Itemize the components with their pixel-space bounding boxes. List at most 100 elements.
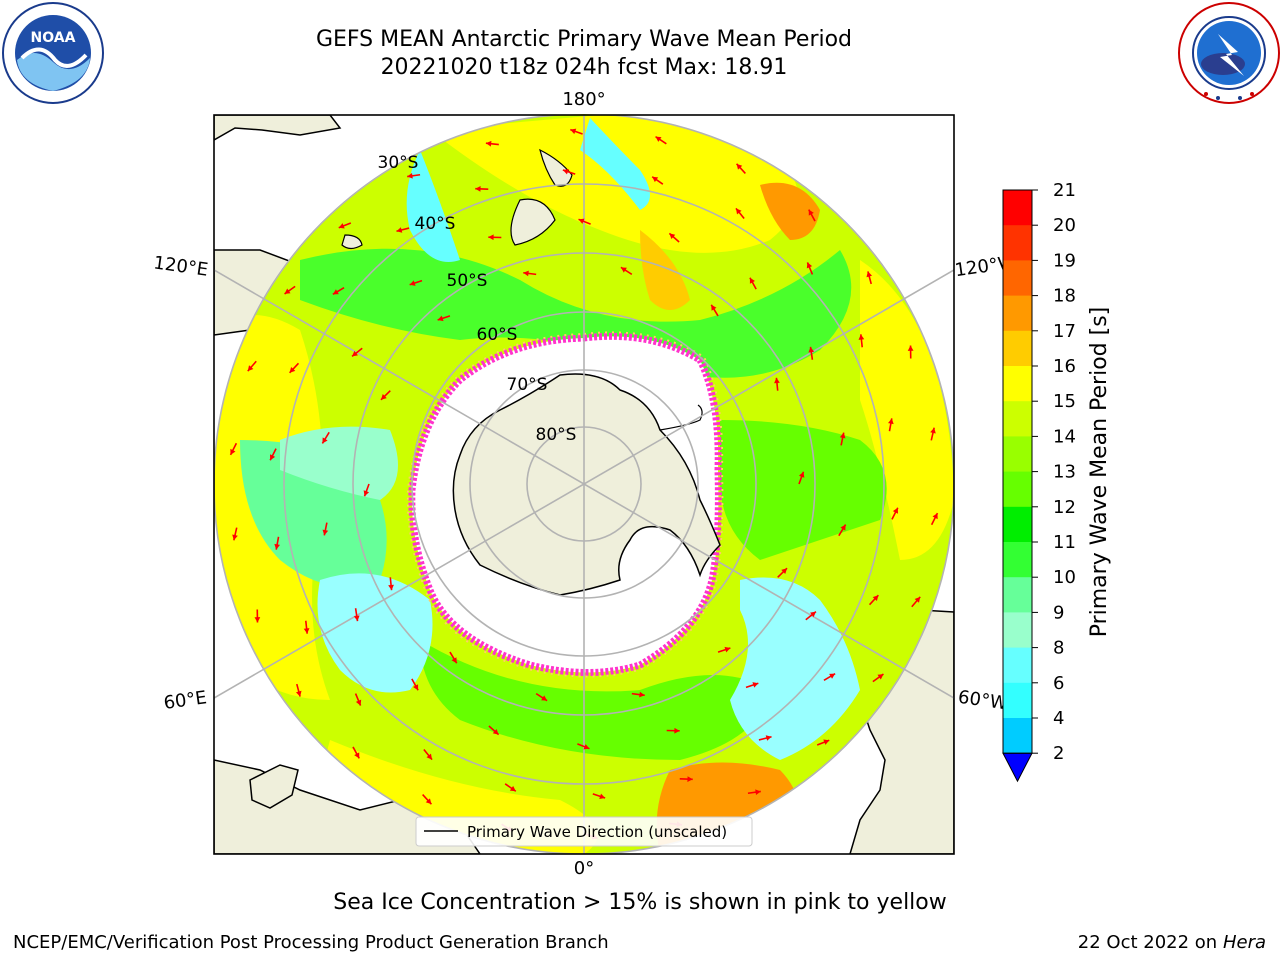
- wave-arrow-head: [322, 437, 328, 444]
- colorbar-tick-label: 20: [1053, 215, 1076, 236]
- wave-arrow-head: [485, 140, 492, 147]
- field-orange-north: [640, 230, 690, 310]
- colorbar-tick-label: 17: [1053, 321, 1076, 342]
- wave-arrow-head: [578, 218, 585, 224]
- wave-arrow-head: [413, 684, 419, 691]
- sea-ice-note: Sea Ice Concentration > 15% is shown in …: [333, 890, 947, 915]
- wave-arrow-head: [674, 727, 680, 734]
- wave-arrow-head: [475, 186, 481, 192]
- wave-arrow-head: [396, 227, 403, 233]
- colorbar-tick-label: 11: [1053, 532, 1076, 553]
- wave-arrow-head: [687, 776, 693, 782]
- colorbar-segment: [1003, 295, 1032, 332]
- colorbar-segment: [1003, 366, 1032, 402]
- wave-arrow-head: [655, 136, 662, 142]
- colorbar-segment: [1003, 718, 1032, 754]
- field-cyan-southeast: [730, 577, 860, 760]
- field-cyan-north: [406, 150, 460, 262]
- colorbar-tick-label: 9: [1053, 602, 1064, 623]
- wave-arrow-head: [488, 234, 494, 241]
- wave-arrow-head: [355, 699, 362, 706]
- colorbar-segment: [1003, 682, 1032, 719]
- colorbar-tick-label: 4: [1053, 708, 1064, 729]
- wave-arrow-head: [352, 350, 358, 357]
- wave-arrow-head: [570, 128, 577, 135]
- lat-label-50: 50°S: [447, 271, 488, 291]
- wave-arrow-head: [652, 176, 659, 183]
- wave-arrow-head: [269, 454, 276, 461]
- colorbar-tick-label: 15: [1053, 391, 1076, 412]
- wave-arrow-head: [823, 739, 830, 745]
- wave-arrow-head: [620, 267, 627, 273]
- colorbar-segment: [1003, 471, 1032, 508]
- wave-arrow-head: [858, 334, 865, 340]
- wave-arrow-head: [332, 289, 339, 295]
- antarctic-peninsula: [659, 404, 703, 431]
- colorbar-segment: [1003, 577, 1032, 613]
- credit-text: NCEP/EMC/Verification Post Processing Pr…: [13, 932, 609, 953]
- field-cyan-west: [280, 426, 398, 500]
- colorbar: 2 4 6 8 9 10 11 12 13 14 15 16 17 18 19 20 21: [1002, 180, 1076, 783]
- wave-arrow-head: [798, 471, 805, 478]
- lon-label-60e: 60°E: [162, 687, 208, 714]
- sea-ice-edge: [408, 332, 722, 676]
- wave-arrow-head: [829, 673, 836, 679]
- map-frame: [213, 114, 955, 855]
- lat-label-80: 80°S: [536, 425, 577, 445]
- colorbar-segment: [1003, 647, 1032, 684]
- map-legend: Primary Wave Direction (unscaled): [415, 816, 753, 847]
- wave-arrow-head: [274, 543, 280, 550]
- wave-arrow-head: [523, 270, 529, 277]
- colorbar-segment: [1003, 506, 1032, 543]
- footer-host: Hera: [1222, 932, 1266, 953]
- field-yellow-east: [860, 260, 954, 560]
- wave-arrow-head: [247, 365, 254, 372]
- wave-arrow-head: [363, 490, 370, 497]
- colorbar-tick-label: 2: [1053, 743, 1064, 764]
- wave-arrow-head: [284, 288, 291, 294]
- colorbar-tick-label: 6: [1053, 673, 1064, 694]
- colorbar-segment: [1003, 190, 1032, 226]
- wave-arrow-head: [877, 674, 884, 680]
- wave-arrow-head: [451, 657, 457, 664]
- colorbar-tick-label: 16: [1053, 356, 1076, 377]
- wave-arrow-head: [232, 534, 238, 541]
- colorbar-segment: [1003, 260, 1032, 297]
- noaa-logo: NOAA: [2, 2, 104, 104]
- wave-arrow-head: [808, 209, 814, 216]
- colorbar-segment: [1003, 401, 1032, 437]
- wave-arrow-head: [254, 617, 261, 623]
- wave-arrow-head: [810, 611, 816, 618]
- field-cyan-southwest: [317, 573, 433, 693]
- colorbar-tick-label: 18: [1053, 286, 1076, 307]
- wave-arrow-head: [781, 568, 788, 574]
- wave-arrow-head: [839, 432, 846, 439]
- colorbar-tick-label: 13: [1053, 462, 1076, 483]
- chart-subtitle: 20221020 t18z 024h fcst Max: 18.91: [380, 55, 788, 80]
- wave-arrow-head: [338, 223, 345, 229]
- wave-arrow-head: [736, 163, 743, 170]
- new-zealand-south: [510, 198, 556, 246]
- colorbar-segment: [1003, 225, 1032, 261]
- field-cyan-north-strip: [580, 118, 650, 210]
- wave-arrow-head: [774, 377, 780, 384]
- wave-arrow-head: [289, 366, 296, 373]
- colorbar-under-triangle: [1002, 752, 1033, 783]
- wave-arrow-head: [711, 304, 717, 311]
- australia-land: [214, 115, 342, 141]
- nws-logo: [1178, 2, 1280, 104]
- madagascar-land: [249, 764, 299, 809]
- wave-arrow-head: [808, 346, 815, 353]
- field-orange-northeast: [760, 182, 820, 240]
- colorbar-segment: [1003, 612, 1032, 649]
- wave-arrow-head: [562, 168, 569, 175]
- colorbar-segment: [1003, 330, 1032, 367]
- antarctica-land: [452, 373, 721, 596]
- wave-arrow-head: [541, 695, 548, 701]
- colorbar-tick-label: 14: [1053, 426, 1076, 447]
- wave-arrow-head: [755, 789, 761, 796]
- wave-arrow-head: [907, 345, 914, 351]
- wave-arrow-head: [354, 752, 360, 759]
- colorbar-label: Primary Wave Mean Period [s]: [1087, 307, 1112, 638]
